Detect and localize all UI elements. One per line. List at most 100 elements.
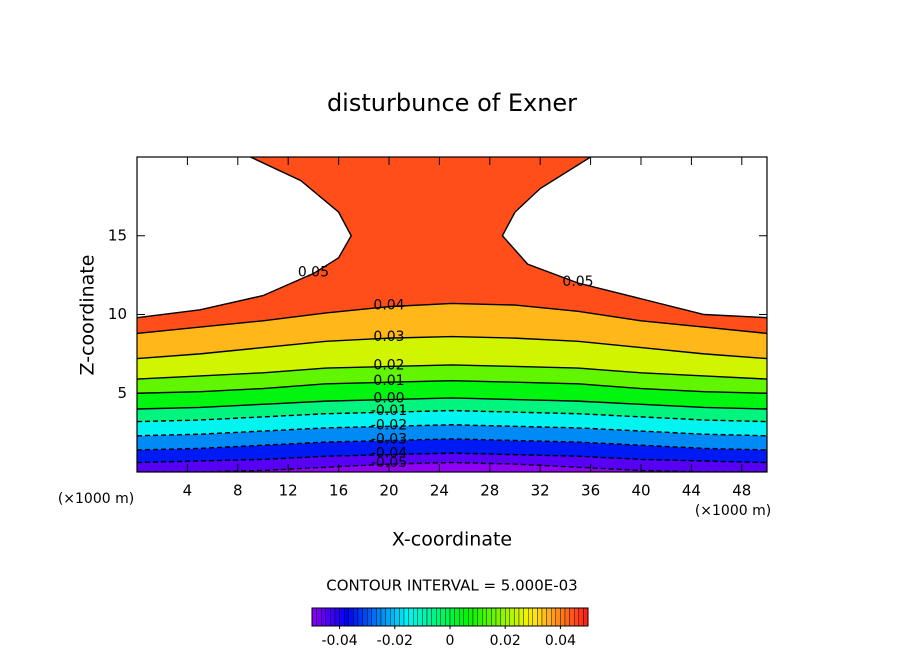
- colorbar-swatch: [339, 607, 345, 627]
- x-tick-label: 16: [329, 482, 348, 500]
- colorbar-swatch: [486, 607, 492, 627]
- colorbar-swatch: [403, 607, 409, 627]
- colorbar-swatch: [583, 607, 589, 627]
- colorbar-swatch: [555, 607, 561, 627]
- colorbar-swatch: [445, 607, 451, 627]
- x-tick-label: 28: [480, 482, 499, 500]
- contour-label: 0.00: [373, 391, 404, 407]
- colorbar-swatch: [505, 607, 511, 627]
- contour-label: 0.03: [373, 329, 404, 345]
- y-tick-label: 5: [117, 384, 127, 402]
- colorbar-swatch: [362, 607, 368, 627]
- colorbar-swatch: [334, 607, 340, 627]
- y-tick-label: 10: [108, 305, 127, 323]
- colorbar-swatch: [560, 607, 566, 627]
- contour-label: -0.03: [371, 432, 407, 448]
- colorbar-swatch: [311, 607, 317, 627]
- colorbar-swatch: [569, 607, 575, 627]
- colorbar-swatch: [537, 607, 543, 627]
- contour-label: 0.04: [373, 298, 404, 314]
- colorbar-swatch: [357, 607, 363, 627]
- x-tick-label: 32: [531, 482, 550, 500]
- colorbar-swatch: [509, 607, 515, 627]
- colorbar-swatch: [380, 607, 386, 627]
- colorbar-swatch: [367, 607, 373, 627]
- colorbar-swatch: [348, 607, 354, 627]
- contour-label: 0.05: [298, 265, 329, 281]
- y-axis-label: Z-coordinate: [77, 255, 99, 376]
- colorbar-swatch: [353, 607, 359, 627]
- contour-line: [137, 364, 767, 380]
- contour-line: [137, 379, 767, 394]
- colorbar-swatch: [528, 607, 534, 627]
- colorbar-tick-label: 0.02: [490, 633, 521, 649]
- x-tick-label: 4: [183, 482, 193, 500]
- x-tick-label: 12: [279, 482, 298, 500]
- colorbar-swatch: [546, 607, 552, 627]
- colorbar-swatch: [491, 607, 497, 627]
- contour-label: 0.02: [373, 357, 404, 373]
- x-tick-label: 40: [631, 482, 650, 500]
- colorbar-swatch: [385, 607, 391, 627]
- colorbar-tick-label: 0: [446, 633, 455, 649]
- colorbar-swatch: [578, 607, 584, 627]
- colorbar-swatch: [551, 607, 557, 627]
- colorbar-swatch: [541, 607, 547, 627]
- colorbar-swatch: [321, 607, 327, 627]
- colorbar-swatch: [422, 607, 428, 627]
- colorbar-swatch: [459, 607, 465, 627]
- contour-label: 0.05: [562, 274, 593, 290]
- colorbar-swatch: [330, 607, 336, 627]
- colorbar-swatch: [376, 607, 382, 627]
- contour-label: -0.01: [371, 403, 407, 419]
- colorbar-swatch: [514, 607, 520, 627]
- contour-line: [137, 438, 767, 451]
- colorbar-tick-label: -0.04: [321, 633, 357, 649]
- colorbar-swatch: [532, 607, 538, 627]
- colorbar-swatch: [413, 607, 419, 627]
- colorbar-swatch: [408, 607, 414, 627]
- colorbar-swatch: [574, 607, 580, 627]
- contour-interval: CONTOUR INTERVAL = 5.000E-03: [326, 577, 577, 595]
- colorbar-swatch: [344, 607, 350, 627]
- x-tick-label: 24: [430, 482, 449, 500]
- field: [137, 157, 767, 472]
- chart-title: disturbunce of Exner: [327, 89, 577, 117]
- colorbar-swatch: [495, 607, 501, 627]
- colorbar-tick-label: 0.04: [545, 633, 576, 649]
- x-tick-label: 44: [682, 482, 701, 500]
- colorbar-swatch: [564, 607, 570, 627]
- colorbar-swatch: [426, 607, 432, 627]
- contour-label: -0.02: [371, 417, 407, 433]
- x-tick-label: 48: [732, 482, 751, 500]
- colorbar-swatch: [436, 607, 442, 627]
- x-axis-label: X-coordinate: [392, 529, 512, 551]
- contour-line: [137, 397, 767, 410]
- contour-line: [501, 157, 767, 319]
- colorbar-swatch: [390, 607, 396, 627]
- colorbar-swatch: [449, 607, 455, 627]
- colorbar-swatch: [417, 607, 423, 627]
- colorbar-swatch: [371, 607, 377, 627]
- y-unit-label: (×1000 m): [58, 491, 134, 507]
- colorbar-swatch: [325, 607, 331, 627]
- colorbar-swatch: [477, 607, 483, 627]
- x-tick-label: 8: [233, 482, 243, 500]
- contour-line: [137, 302, 767, 335]
- colorbar-swatch: [518, 607, 524, 627]
- colorbar-swatch: [454, 607, 460, 627]
- colorbar-swatch: [440, 607, 446, 627]
- contour-line: [137, 409, 767, 423]
- contour-line: [137, 157, 352, 319]
- contour-line: [137, 335, 767, 360]
- contour-label: -0.05: [371, 455, 407, 471]
- colorbar-swatch: [399, 607, 405, 627]
- colorbar-swatch: [523, 607, 529, 627]
- contour-label: 0.01: [373, 373, 404, 389]
- x-tick-label: 36: [581, 482, 600, 500]
- contour-line: [137, 424, 767, 437]
- colorbar-swatch: [316, 607, 322, 627]
- contour-line: [137, 452, 767, 464]
